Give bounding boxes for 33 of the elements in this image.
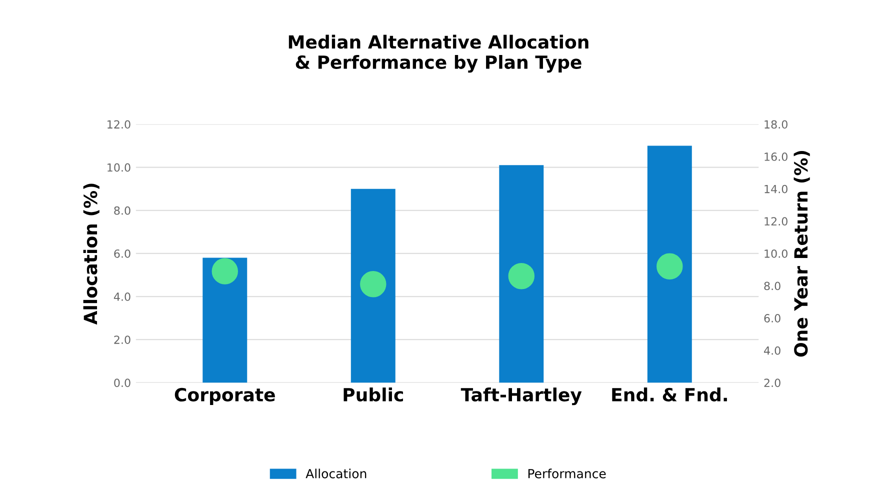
x-tick-label: End. & Fnd. <box>612 388 727 402</box>
y-tick-label: 4.0 <box>114 292 130 301</box>
y2-tick-label: 2.0 <box>764 378 780 388</box>
y2-tick-label: 4.0 <box>764 346 780 355</box>
y-axis-title: Allocation (%) <box>83 184 100 325</box>
y-tick-label: 2.0 <box>114 336 130 344</box>
y2-axis-title: One Year Return (%) <box>794 150 810 357</box>
point <box>212 258 238 284</box>
y2-tick-label: 8.0 <box>764 282 780 290</box>
point <box>508 262 535 290</box>
y-tick-label: 12.0 <box>108 120 130 129</box>
bar <box>499 165 544 383</box>
y2-tick-label: 6.0 <box>764 314 780 322</box>
y2-tick-label: 12.0 <box>764 217 788 226</box>
x-tick-label: Corporate <box>174 388 275 406</box>
y2-tick-label: 16.0 <box>764 152 788 161</box>
bar <box>350 188 396 383</box>
point <box>656 253 683 280</box>
x-tick-label: Public <box>344 388 403 402</box>
bar <box>647 146 692 383</box>
y-tick-label: 10.0 <box>108 163 130 172</box>
bar <box>202 258 248 383</box>
y-tick-label: 0.0 <box>114 378 130 388</box>
y2-tick-label: 14.0 <box>764 184 788 194</box>
x-tick-label: Taft-Hartley <box>460 388 582 406</box>
y-tick-label: 8.0 <box>114 206 130 215</box>
legend-label: Allocation <box>306 468 366 478</box>
chart-title: Median Alternative Allocation & Performance by Plan Type <box>288 34 588 73</box>
legend-label: Performance <box>528 468 606 478</box>
y2-tick-label: 18.0 <box>764 120 788 129</box>
point <box>360 271 386 298</box>
y-tick-label: 6.0 <box>114 249 130 258</box>
y2-tick-label: 10.0 <box>764 249 788 258</box>
